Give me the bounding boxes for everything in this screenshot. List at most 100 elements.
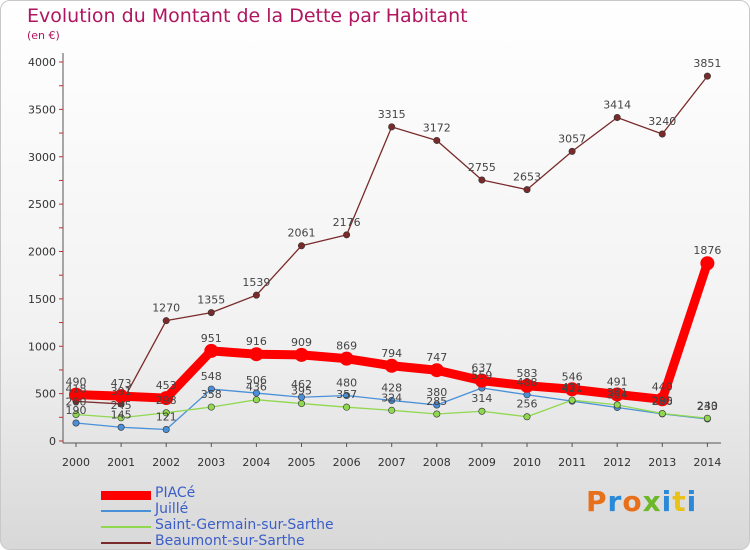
- data-point: [703, 414, 711, 422]
- data-point: [297, 242, 305, 250]
- y-tick-label: 0: [49, 435, 56, 448]
- data-point: [384, 358, 399, 373]
- data-point: [568, 396, 576, 404]
- data-label: 421: [562, 382, 583, 395]
- data-point: [523, 186, 531, 194]
- data-point: [610, 387, 625, 402]
- data-point: [114, 389, 129, 404]
- y-tick-label: 500: [35, 388, 56, 401]
- data-point: [429, 363, 444, 378]
- data-point: [658, 410, 666, 418]
- data-point: [658, 130, 666, 138]
- data-label: 357: [336, 388, 357, 401]
- data-label: 190: [66, 404, 87, 417]
- data-label: 145: [111, 408, 132, 421]
- data-point: [478, 407, 486, 415]
- data-label: 395: [291, 385, 312, 398]
- legend-label: Saint-Germain-sur-Sarthe: [155, 517, 334, 533]
- legend-label: Beaumont-sur-Sarthe: [155, 533, 305, 549]
- data-point: [72, 419, 80, 427]
- data-label: 256: [517, 398, 538, 411]
- data-label: 121: [156, 411, 177, 424]
- data-point: [339, 351, 354, 366]
- legend-label: Juillé: [155, 501, 189, 517]
- legend-swatch: [101, 490, 151, 500]
- data-point: [343, 231, 351, 239]
- data-point: [162, 409, 170, 417]
- data-label: 869: [336, 340, 357, 353]
- data-label: 418: [66, 382, 87, 395]
- x-tick-label: 2012: [603, 456, 631, 469]
- data-label: 453: [156, 379, 177, 392]
- x-tick-label: 2007: [378, 456, 406, 469]
- legend-swatch: [101, 526, 151, 528]
- data-label: 491: [607, 375, 628, 388]
- x-tick-label: 2004: [242, 456, 270, 469]
- data-label: 358: [201, 388, 222, 401]
- data-point: [249, 347, 264, 362]
- data-label: 240: [697, 399, 718, 412]
- data-point: [117, 423, 125, 431]
- data-point: [613, 401, 621, 409]
- legend-label: PIACé: [155, 485, 196, 501]
- data-label: 285: [426, 395, 447, 408]
- data-label: 3414: [603, 99, 631, 112]
- data-point: [388, 406, 396, 414]
- legend-swatch: [101, 510, 151, 512]
- data-label: 916: [246, 335, 267, 348]
- data-label: 436: [246, 381, 267, 394]
- data-point: [72, 410, 80, 418]
- y-tick-label: 1500: [28, 293, 56, 306]
- data-point: [69, 387, 83, 402]
- data-label: 480: [336, 377, 357, 390]
- data-label: 506: [246, 374, 267, 387]
- data-label: 324: [381, 391, 402, 404]
- x-tick-label: 2000: [62, 456, 90, 469]
- data-point: [613, 114, 621, 122]
- data-point: [655, 392, 670, 407]
- data-label: 233: [697, 400, 718, 413]
- data-point: [294, 347, 309, 362]
- x-tick-label: 2002: [152, 456, 180, 469]
- data-label: 1539: [242, 276, 270, 289]
- data-label: 583: [517, 367, 538, 380]
- y-tick-label: 2500: [28, 198, 56, 211]
- data-point: [520, 378, 534, 393]
- data-label: 473: [111, 377, 132, 390]
- x-tick-label: 2008: [423, 456, 451, 469]
- legend-swatch: [101, 542, 151, 544]
- y-tick-label: 1000: [28, 340, 56, 353]
- chart-title: Evolution du Montant de la Dette par Hab…: [27, 5, 468, 27]
- data-point: [207, 309, 215, 317]
- data-label: 3240: [648, 115, 676, 128]
- data-point: [433, 136, 441, 144]
- data-label: 280: [66, 395, 87, 408]
- data-label: 354: [607, 388, 628, 401]
- data-point: [474, 373, 489, 388]
- data-label: 1355: [197, 294, 225, 307]
- proxiti-logo: Proxiti: [586, 485, 698, 518]
- data-point: [343, 403, 351, 411]
- data-point: [433, 410, 441, 418]
- data-point: [343, 392, 351, 400]
- data-label: 440: [652, 380, 673, 393]
- x-tick-label: 2013: [648, 456, 676, 469]
- data-label: 951: [201, 332, 222, 345]
- data-point: [252, 396, 260, 404]
- data-label: 298: [156, 394, 177, 407]
- data-point: [565, 382, 580, 397]
- data-point: [162, 426, 170, 434]
- data-label: 2061: [288, 227, 316, 240]
- data-point: [297, 400, 305, 408]
- data-label: 637: [471, 362, 492, 375]
- data-point: [388, 123, 396, 131]
- data-point: [523, 413, 531, 421]
- data-label: 431: [562, 381, 583, 394]
- data-label: 391: [111, 385, 132, 398]
- y-tick-label: 4000: [28, 56, 56, 69]
- data-label: 428: [381, 381, 402, 394]
- data-label: 488: [517, 376, 538, 389]
- data-label: 3851: [693, 57, 721, 70]
